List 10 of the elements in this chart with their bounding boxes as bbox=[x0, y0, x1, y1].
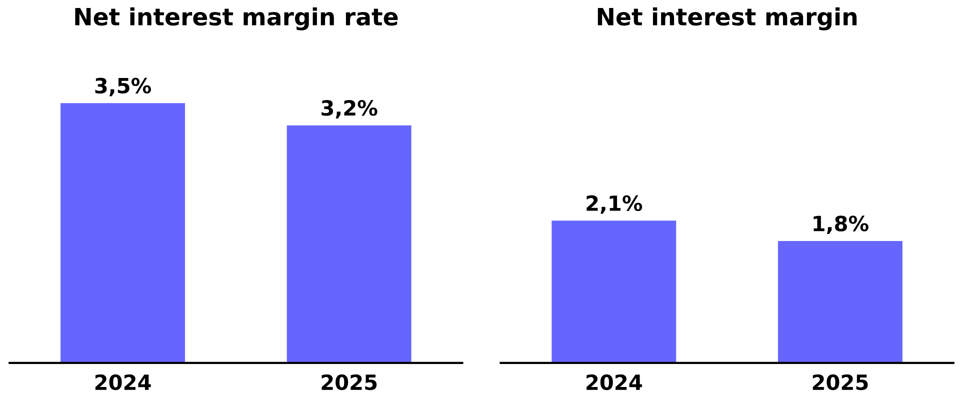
x-tick-label: 2024 bbox=[586, 374, 642, 390]
chart-title: Net interest margin rate bbox=[75, 7, 398, 30]
data-label: 1,8% bbox=[814, 216, 868, 234]
x-tick-label: 2025 bbox=[322, 374, 377, 390]
data-label: 3,2% bbox=[322, 100, 378, 118]
x-tick-label: 2024 bbox=[95, 374, 151, 390]
data-label: 2,1% bbox=[586, 195, 642, 214]
x-tick-label: 2025 bbox=[812, 374, 868, 390]
chart-title: Net interest margin bbox=[598, 7, 857, 30]
data-label: 3,5% bbox=[95, 78, 152, 96]
